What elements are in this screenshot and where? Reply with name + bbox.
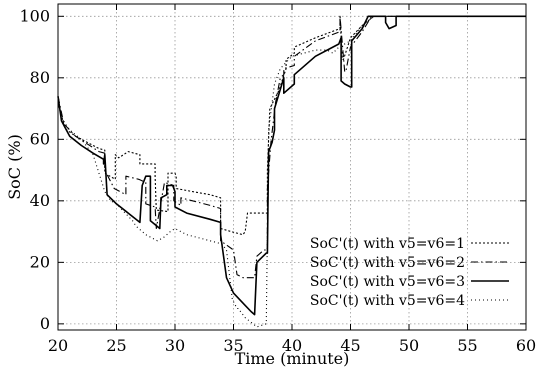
legend: SoC'(t) with v5=v6=1 SoC'(t) with v5=v6=2… <box>310 236 509 309</box>
legend-label-4: SoC'(t) with v5=v6=4 <box>310 293 465 309</box>
x-tick-label: 25 <box>106 336 126 355</box>
legend-label-1: SoC'(t) with v5=v6=1 <box>310 236 465 252</box>
x-tick-label: 30 <box>165 336 185 355</box>
legend-label-3: SoC'(t) with v5=v6=3 <box>310 274 465 290</box>
x-tick-label: 45 <box>340 336 360 355</box>
y-tick-label: 100 <box>19 6 50 25</box>
y-axis-label: SoC (%) <box>5 134 24 200</box>
x-tick-label: 55 <box>457 336 477 355</box>
y-tick-label: 80 <box>30 68 50 87</box>
x-tick-label: 50 <box>399 336 419 355</box>
x-tick-label: 35 <box>223 336 243 355</box>
series-line-1 <box>57 15 526 236</box>
series-line-3 <box>57 15 526 316</box>
x-tick-label: 40 <box>282 336 302 355</box>
x-tick-label: 60 <box>516 336 536 355</box>
x-tick-label: 20 <box>48 336 68 355</box>
series-line-2 <box>57 15 526 279</box>
y-tick-label: 40 <box>30 191 50 210</box>
x-axis-label: Time (minute) <box>235 349 350 368</box>
legend-label-2: SoC'(t) with v5=v6=2 <box>310 255 465 271</box>
y-tick-label: 20 <box>30 252 50 271</box>
axis-ticks: 0 20 40 60 80 100 20 25 30 35 40 45 50 55 60 <box>19 4 536 355</box>
series-lines <box>57 15 526 328</box>
y-tick-label: 60 <box>30 129 50 148</box>
y-tick-label: 0 <box>40 314 50 333</box>
